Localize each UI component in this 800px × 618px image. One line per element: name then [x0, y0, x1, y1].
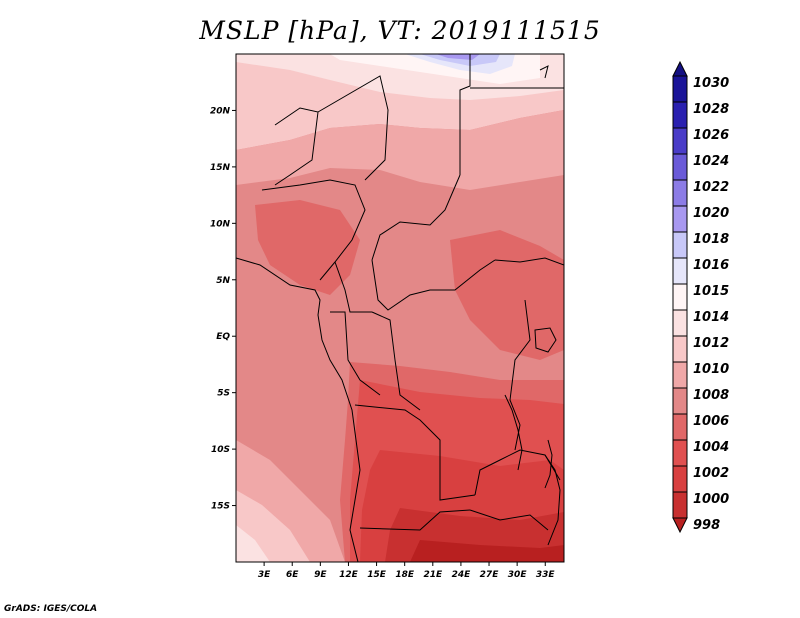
- border-chad-car: [371, 259, 496, 311]
- chart-title: MSLP [hPa], VT: 2019111515: [199, 16, 601, 45]
- field-band-1010: [236, 110, 564, 190]
- x-tick-label: 15E: [367, 570, 387, 580]
- colorbar-label: 1015: [693, 284, 729, 299]
- border-drc-east: [509, 299, 531, 451]
- colorbar-label: 1014: [693, 310, 729, 325]
- colorbar-bottom-arrow: [672, 517, 688, 534]
- y-tick-label: 15N: [210, 163, 231, 173]
- y-tick-label: 10N: [210, 219, 231, 229]
- field-west-1006: [255, 200, 360, 295]
- colorbar-label: 998: [693, 518, 720, 533]
- colorbar-box: [672, 101, 688, 129]
- colorbar-box: [672, 179, 688, 207]
- colorbar-label: 1008: [693, 388, 729, 403]
- x-tick-label: 33E: [536, 570, 556, 580]
- field-low-998: [410, 540, 564, 562]
- x-tick-label: 3E: [258, 570, 271, 580]
- border-niger-chad: [274, 107, 319, 186]
- colorbar-label: 1026: [693, 128, 729, 143]
- colorbar-label: 1022: [693, 180, 729, 195]
- coastline-west: [236, 257, 361, 562]
- x-tick-label: 9E: [314, 570, 327, 580]
- colorbar-label: 1024: [693, 154, 729, 169]
- border-gabon-congo: [330, 311, 381, 396]
- x-tick-label: 18E: [395, 570, 415, 580]
- x-tick-label: 27E: [480, 570, 500, 580]
- border-angola: [354, 404, 476, 501]
- colorbar: 1030 1028 1026 1024 1022 1020 1018 1016 1015 1014…: [672, 60, 729, 534]
- pressure-field: [236, 54, 564, 562]
- border-libya-egypt: [459, 54, 471, 175]
- colorbar-label: 1012: [693, 336, 729, 351]
- y-tick-label: 5S: [217, 389, 230, 399]
- colorbar-box: [672, 309, 688, 337]
- x-tick-label: 30E: [508, 570, 528, 580]
- lake-tanganyika: [504, 394, 523, 471]
- x-tick-label: 24E: [452, 570, 472, 580]
- field-band-south-1014: [236, 525, 270, 562]
- colorbar-label: 1016: [693, 258, 729, 273]
- field-east-1006: [450, 230, 564, 360]
- colorbar-box: [672, 205, 688, 233]
- border-mozambique: [544, 454, 561, 546]
- colorbar-label: 1020: [693, 206, 729, 221]
- border-namibia: [359, 509, 471, 531]
- country-borders: [236, 54, 564, 562]
- colorbar-label: 1004: [693, 440, 729, 455]
- y-tick-label: EQ: [216, 332, 230, 342]
- colorbar-label: 1000: [693, 492, 729, 507]
- colorbar-box: [672, 439, 688, 467]
- y-tick-label: 10S: [211, 445, 230, 455]
- lake-victoria: [534, 327, 557, 353]
- border-cameroon: [334, 261, 372, 313]
- border-sudan-south: [494, 257, 564, 266]
- border-algeria-libya: [317, 75, 389, 181]
- colorbar-box: [672, 283, 688, 311]
- border-botswana: [469, 509, 549, 531]
- field-high-1018: [420, 54, 500, 66]
- colorbar-box: [672, 465, 688, 493]
- x-axis: 3E 6E 9E 12E 15E 18E 21E 24E 27E 30E 33E: [258, 562, 556, 580]
- border-nigeria: [261, 179, 366, 281]
- x-tick-label: 6E: [286, 570, 299, 580]
- map-frame: [235, 53, 565, 563]
- colorbar-label: 1028: [693, 102, 729, 117]
- field-high-1020: [436, 54, 480, 60]
- y-tick-label: 20N: [210, 106, 231, 116]
- border-chad-sudan: [371, 174, 461, 261]
- colorbar-top-arrow: [672, 60, 688, 77]
- y-axis: 20N 15N 10N 5N EQ 5S 10S 15S: [210, 106, 236, 512]
- colorbar-label: 1006: [693, 414, 729, 429]
- border-drc-west: [371, 311, 421, 411]
- colorbar-box: [672, 387, 688, 415]
- x-tick-label: 12E: [339, 570, 359, 580]
- colorbar-label: 1010: [693, 362, 729, 377]
- colorbar-box: [672, 491, 688, 519]
- colorbar-box: [672, 257, 688, 285]
- lake-malawi: [544, 439, 553, 489]
- colorbar-box: [672, 361, 688, 389]
- y-tick-label: 5N: [216, 276, 230, 286]
- colorbar-box: [672, 127, 688, 155]
- y-tick-label: 15S: [211, 502, 230, 512]
- colorbar-box: [672, 231, 688, 259]
- colorbar-box: [672, 335, 688, 363]
- colorbar-label: 1002: [693, 466, 729, 481]
- colorbar-label: 1030: [693, 76, 729, 91]
- nile-red-sea: [539, 65, 549, 79]
- colorbar-label: 1018: [693, 232, 729, 247]
- colorbar-box: [672, 153, 688, 181]
- grads-credit: GrADS: IGES/COLA: [4, 604, 98, 614]
- colorbar-box: [672, 413, 688, 441]
- colorbar-box: [672, 75, 688, 103]
- x-tick-label: 21E: [423, 570, 443, 580]
